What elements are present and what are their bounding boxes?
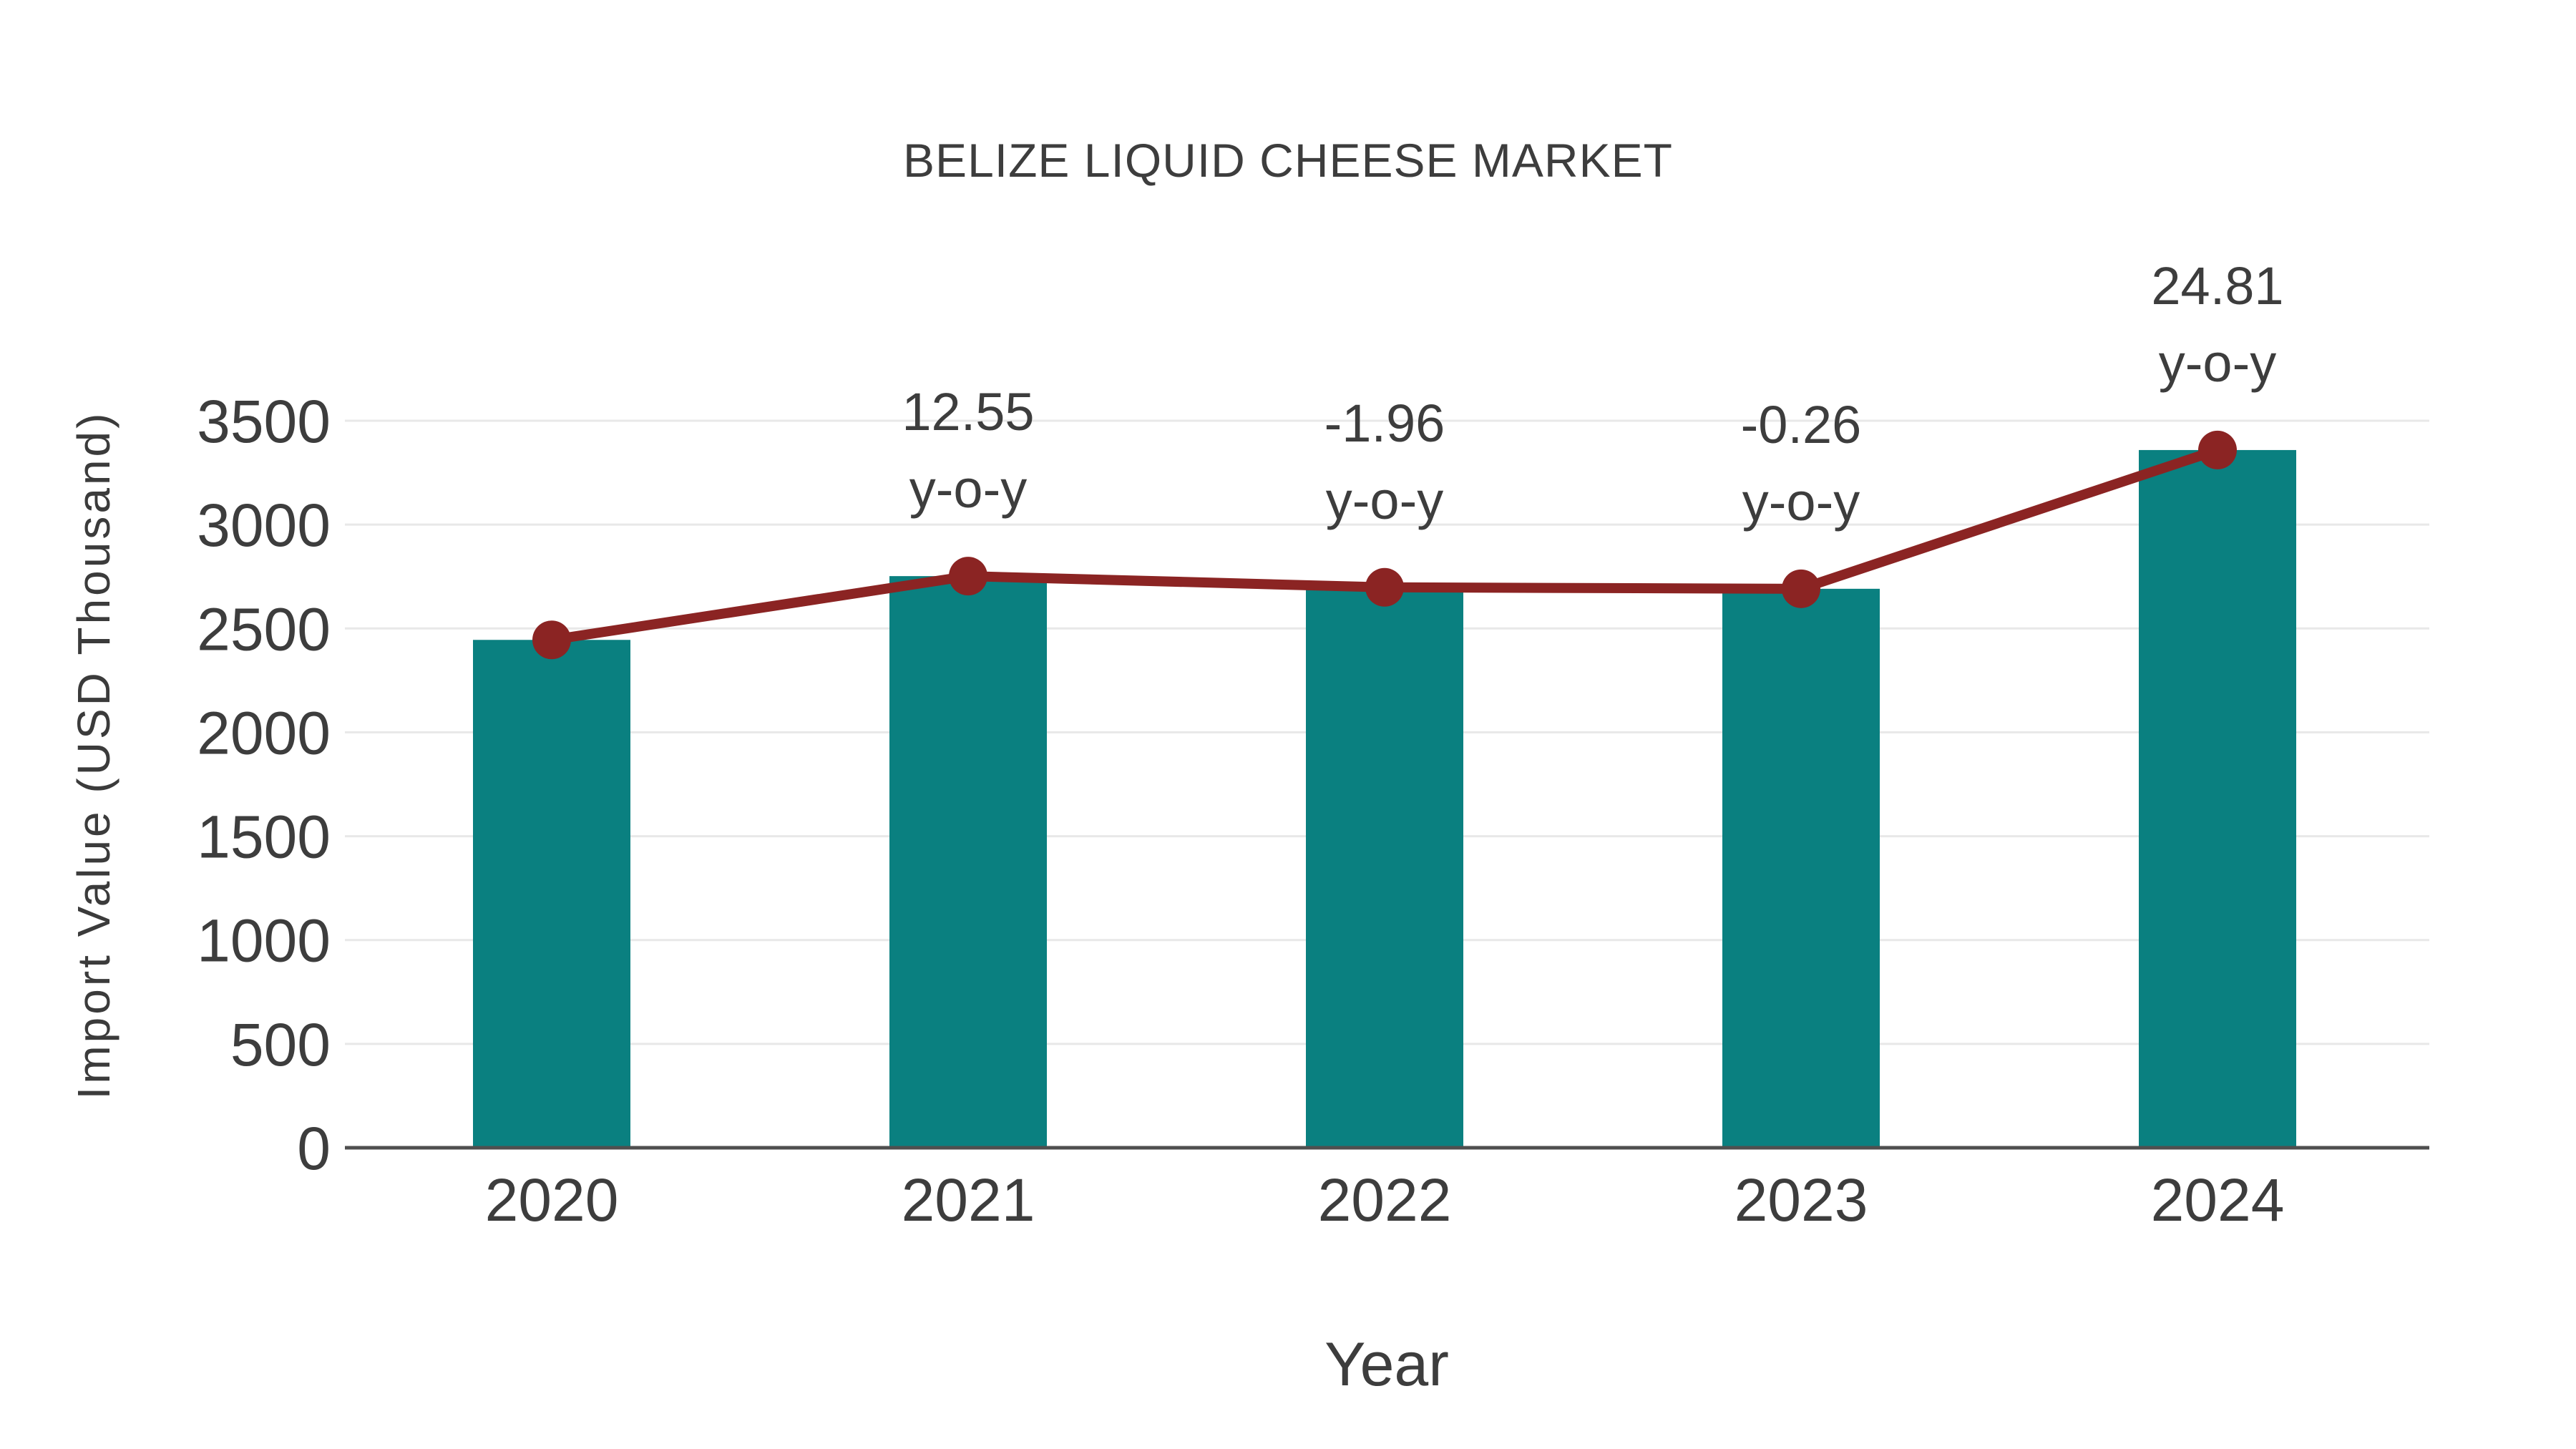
data-point-marker-2020 — [532, 620, 571, 660]
annotation-value: -0.26 — [1741, 395, 1862, 454]
annotation-suffix: y-o-y — [2159, 333, 2276, 393]
annotation-suffix: y-o-y — [909, 459, 1027, 519]
y-tick-label: 1000 — [197, 907, 331, 975]
bar-2020 — [473, 640, 630, 1148]
x-tick-label: 2022 — [1318, 1166, 1452, 1234]
annotation-suffix: y-o-y — [1742, 472, 1860, 532]
x-tick-label: 2021 — [902, 1166, 1035, 1234]
y-tick-label: 2500 — [197, 595, 331, 663]
annotation-value: 24.81 — [2151, 256, 2283, 316]
data-point-marker-2021 — [949, 557, 987, 596]
annotation-suffix: y-o-y — [1326, 471, 1443, 530]
y-tick-label: 3000 — [197, 492, 331, 559]
data-point-marker-2022 — [1365, 567, 1404, 607]
x-tick-label: 2023 — [1735, 1166, 1868, 1234]
annotation-value: -1.96 — [1324, 394, 1445, 453]
annotation-value: 12.55 — [902, 382, 1034, 441]
bar-2023 — [1722, 588, 1880, 1148]
y-tick-label: 500 — [230, 1011, 331, 1078]
x-tick-label: 2024 — [2151, 1166, 2285, 1234]
bar-2022 — [1306, 587, 1463, 1148]
chart-title: BELIZE LIQUID CHEESE MARKET — [903, 134, 1673, 187]
y-tick-label: 2000 — [197, 699, 331, 766]
x-axis-title: Year — [1324, 1330, 1449, 1399]
y-tick-label: 0 — [297, 1115, 331, 1182]
y-tick-label: 1500 — [197, 804, 331, 871]
data-point-marker-2023 — [1782, 569, 1820, 608]
data-point-marker-2024 — [2198, 430, 2237, 469]
x-tick-label: 2020 — [485, 1166, 619, 1234]
bar-2024 — [2139, 449, 2296, 1148]
y-tick-label: 3500 — [197, 388, 331, 455]
bar-2021 — [889, 576, 1047, 1148]
